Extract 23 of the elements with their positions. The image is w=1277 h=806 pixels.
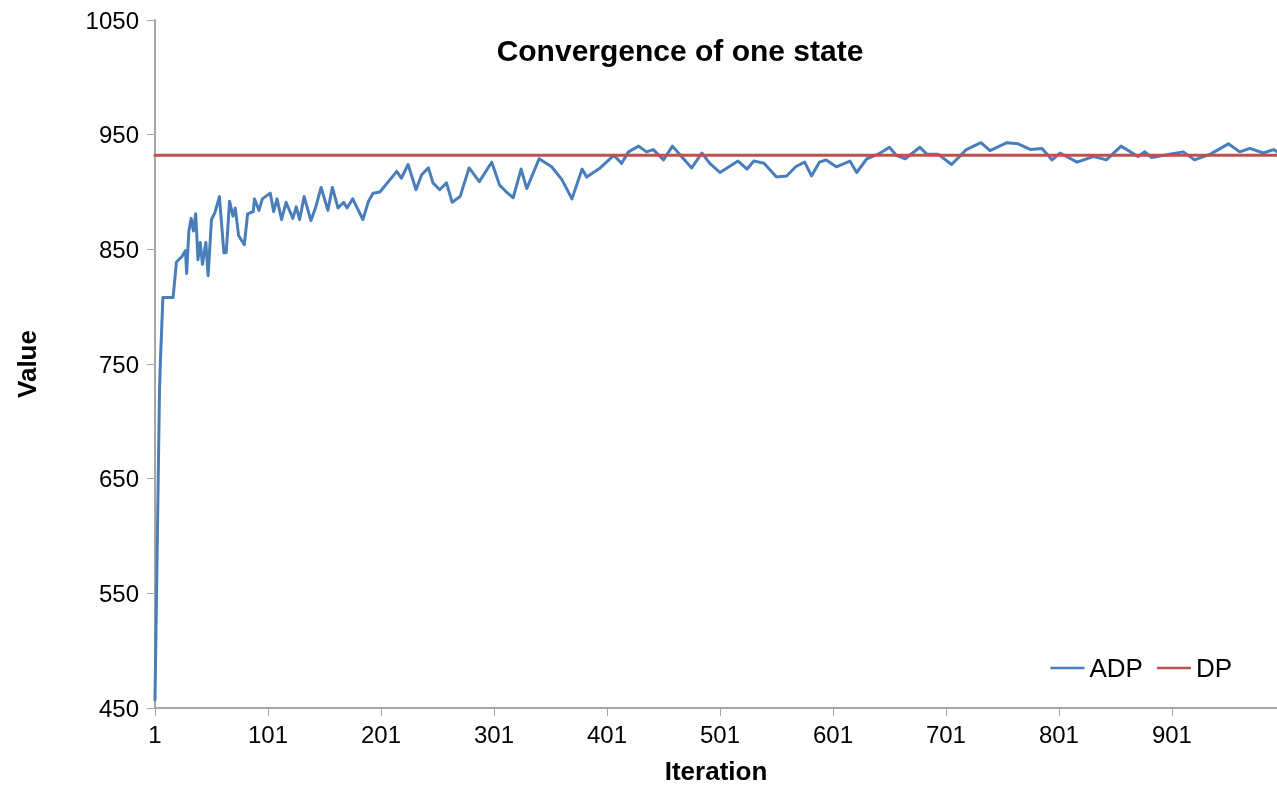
legend-label: ADP	[1089, 653, 1143, 683]
legend-label: DP	[1195, 653, 1233, 683]
y-tick-label: 950	[98, 121, 139, 149]
x-tick-label: 101	[247, 720, 289, 748]
y-tick-label: 750	[98, 350, 139, 378]
y-tick-label: 550	[98, 579, 139, 607]
x-tick-label: 701	[925, 720, 966, 748]
x-tick-label: 501	[699, 720, 740, 748]
x-tick-label: 601	[812, 720, 853, 748]
y-tick-label: 450	[98, 694, 139, 722]
y-tick-label: 650	[98, 465, 139, 493]
chart-title: Convergence of one state	[496, 33, 864, 67]
x-tick-label: 301	[473, 720, 514, 748]
x-tick-label: 901	[1151, 720, 1192, 748]
y-tick-label: 1050	[85, 6, 139, 34]
x-tick-label: 801	[1038, 720, 1079, 748]
y-axis-title: Value	[12, 330, 42, 398]
x-tick-label: 201	[360, 720, 402, 748]
x-axis-title: Iteration	[664, 756, 768, 786]
x-tick-label: 401	[586, 720, 627, 748]
y-tick-label: 850	[98, 235, 139, 263]
x-tick-label: 1	[148, 720, 162, 748]
line-series	[153, 141, 1277, 702]
